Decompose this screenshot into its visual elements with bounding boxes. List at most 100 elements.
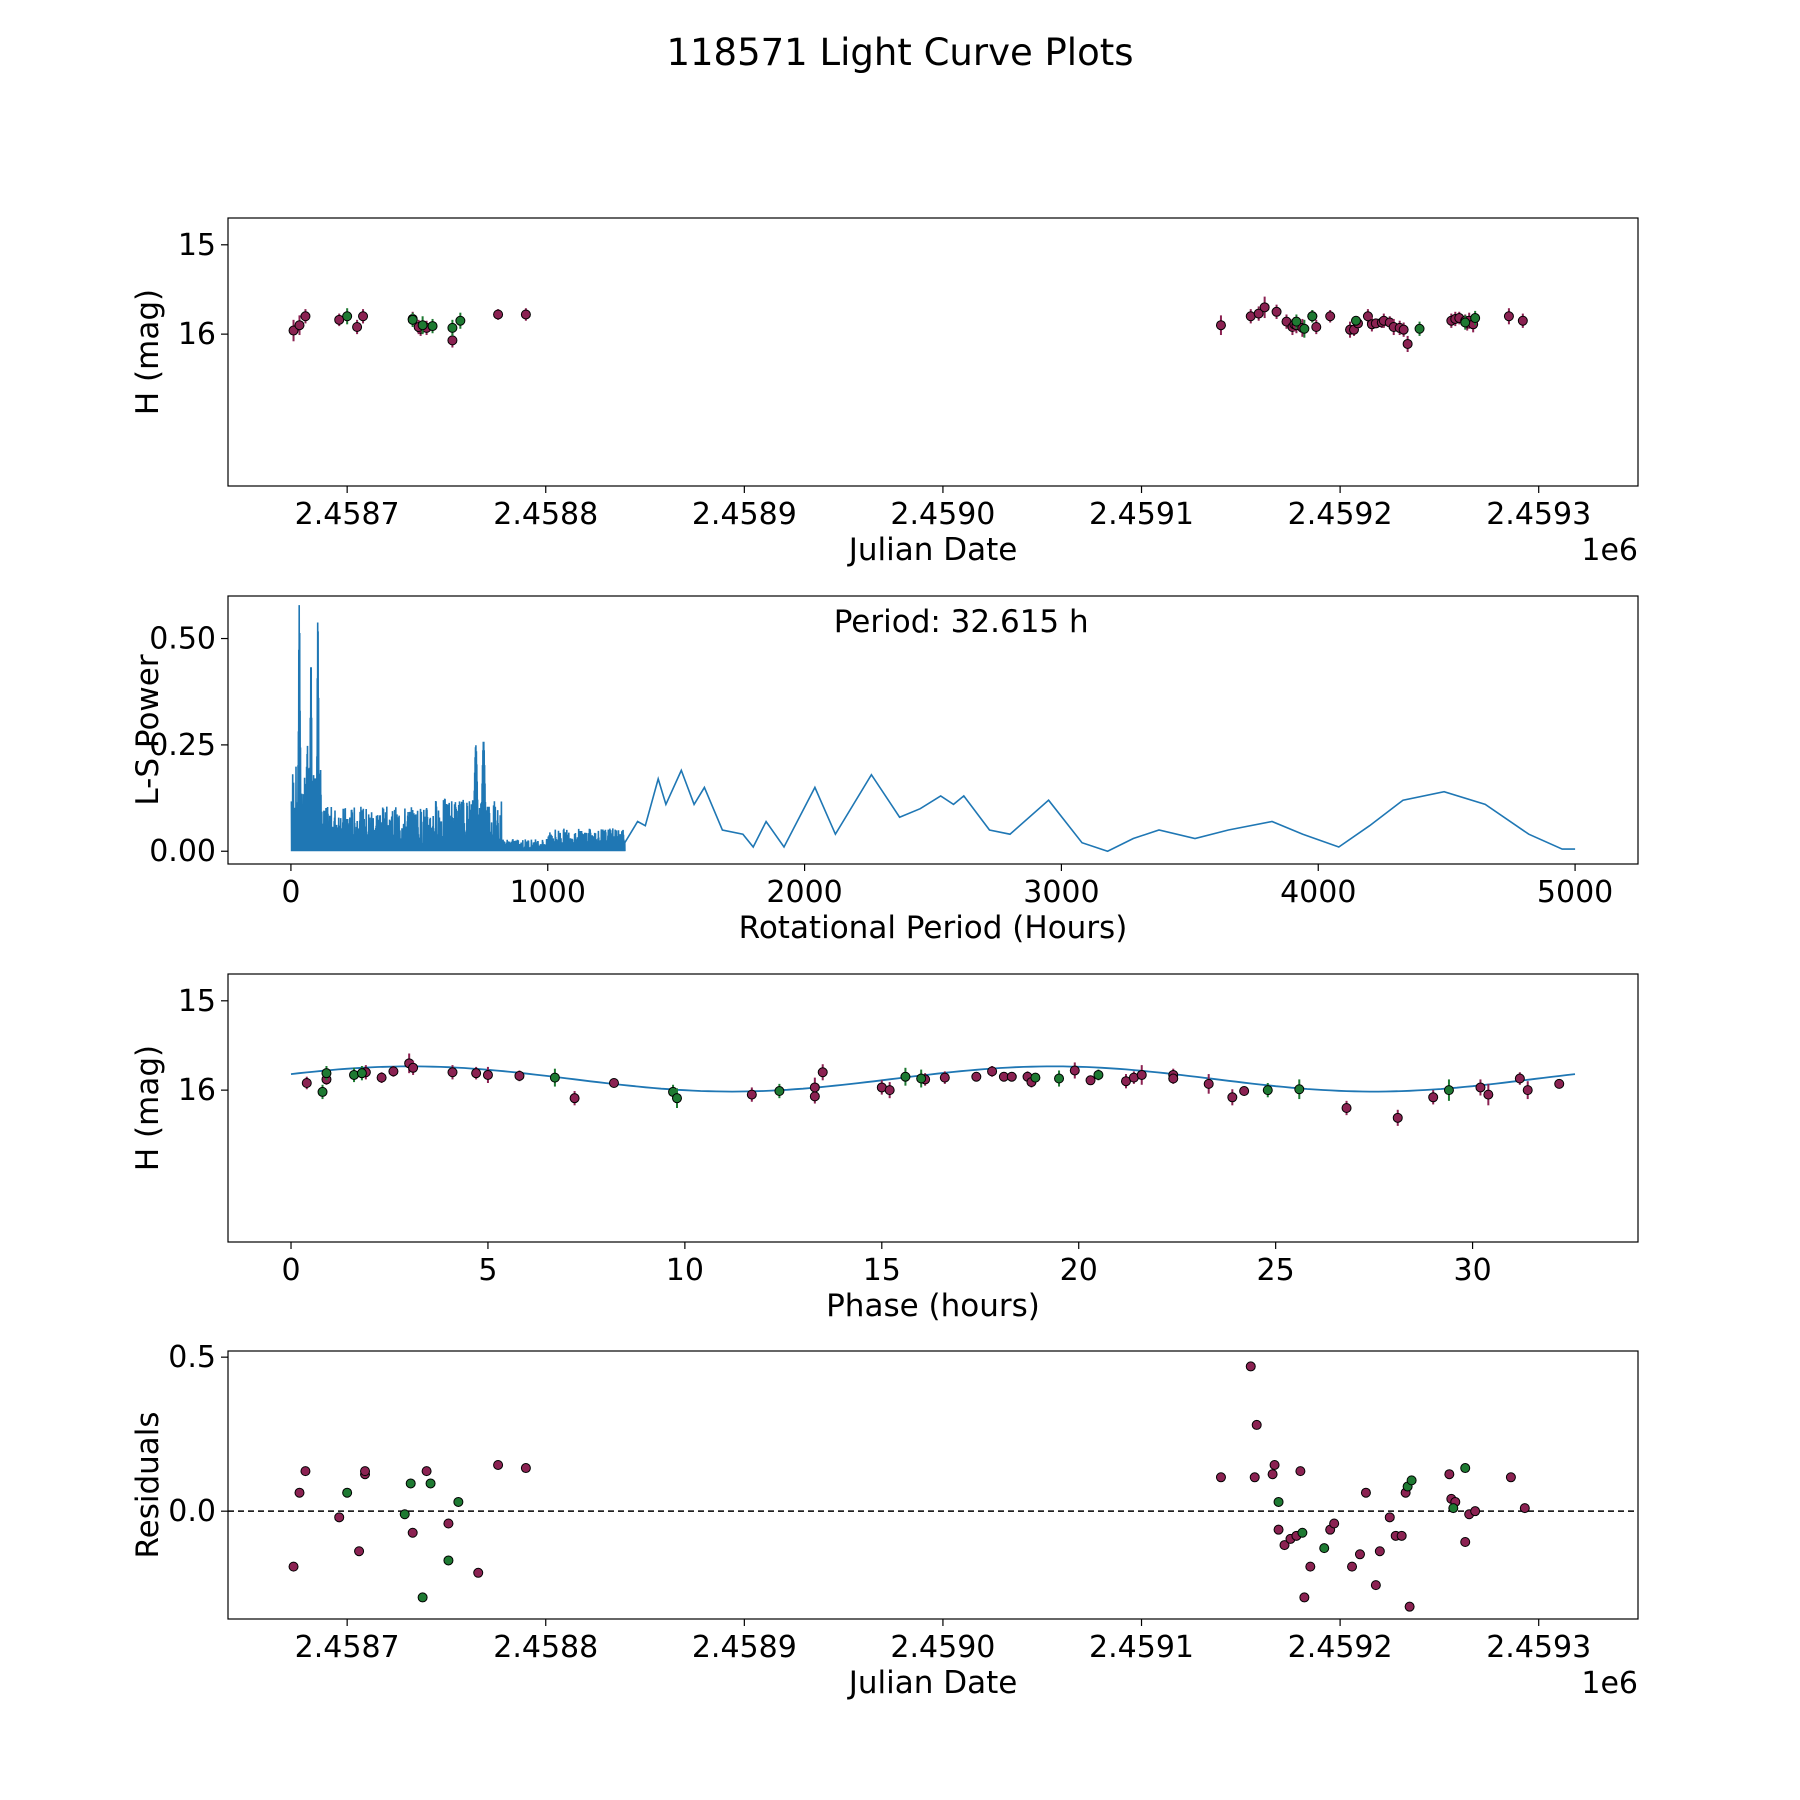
phased-point-green-9	[916, 1073, 927, 1084]
lightcurve-point-green-9	[1351, 315, 1361, 326]
residuals-point-magenta-20	[1279, 1540, 1290, 1551]
period-annotation: Period: 32.615 h	[834, 604, 1089, 640]
lightcurve-ytick-label-0: 15	[178, 228, 216, 263]
lightcurve-xtick-label-1: 2.4588	[493, 497, 598, 532]
fit-curve	[290, 1065, 1576, 1093]
phased-point-magenta-0	[301, 1077, 312, 1088]
phased-point-magenta-34	[1203, 1078, 1214, 1089]
residuals-point-magenta-18	[1269, 1459, 1280, 1470]
periodogram-plot-area	[290, 605, 1576, 853]
phased-ytick-label-1: 16	[178, 1073, 216, 1108]
phased-xtick-label-4: 20	[1060, 1253, 1098, 1288]
phased-point-green-6	[671, 1093, 682, 1104]
periodogram-xtick-label-2: 2000	[766, 875, 842, 910]
residuals-point-magenta-11	[493, 1459, 504, 1470]
phased-point-magenta-36	[1239, 1086, 1250, 1097]
lightcurve-point-magenta-4	[352, 321, 363, 332]
phased-point-magenta-24	[1006, 1071, 1017, 1082]
residuals-point-green-1	[399, 1509, 410, 1520]
phased-point-green-0	[317, 1086, 328, 1097]
lightcurve-plot-area	[288, 296, 1528, 352]
phased-point-magenta-9	[482, 1069, 493, 1080]
periodogram-xtick-label-0: 0	[281, 875, 300, 910]
residuals-point-green-13	[1460, 1463, 1471, 1474]
lightcurve-point-green-11	[1460, 317, 1471, 328]
phased-point-green-7	[774, 1086, 785, 1097]
residuals-point-magenta-17	[1267, 1469, 1278, 1480]
lightcurve-point-magenta-38	[1402, 338, 1413, 349]
lightcurve-xlabel: Julian Date	[847, 532, 1018, 568]
phased-point-green-14	[1294, 1084, 1305, 1095]
phased-point-magenta-21	[971, 1071, 982, 1082]
lightcurve-point-magenta-12	[520, 309, 531, 320]
residuals-point-magenta-38	[1444, 1469, 1455, 1480]
phased-xtick-label-2: 10	[666, 1253, 704, 1288]
lightcurve-point-magenta-29	[1362, 311, 1373, 322]
lightcurve-point-magenta-46	[1503, 311, 1514, 322]
residuals-point-magenta-9	[443, 1518, 454, 1529]
periodogram-ytick-label-0: 0.00	[149, 834, 216, 869]
residuals-xtick-label-2: 2.4589	[692, 1630, 797, 1665]
residuals-point-magenta-23	[1295, 1466, 1306, 1477]
lightcurve-point-magenta-17	[1271, 306, 1282, 317]
phased-point-green-3	[356, 1068, 367, 1079]
residuals-ytick-label-1: 0.0	[168, 1494, 216, 1529]
residuals-point-magenta-14	[1245, 1361, 1256, 1372]
residuals-point-green-3	[417, 1592, 428, 1603]
residuals-point-green-7	[1273, 1496, 1284, 1507]
phased-point-green-4	[549, 1072, 560, 1083]
lightcurve-point-green-3	[427, 321, 438, 332]
residuals-axes: 2.4587 2.4588 2.4589 2.4590 2.4591 2.4592 2.45…	[130, 1340, 1639, 1701]
residuals-point-magenta-3	[334, 1512, 345, 1523]
lightcurve-xtick-label-4: 2.4591	[1089, 497, 1194, 532]
phased-point-magenta-42	[1514, 1073, 1525, 1084]
residuals-point-magenta-29	[1354, 1549, 1365, 1560]
residuals-point-green-9	[1319, 1543, 1330, 1554]
periodogram-xtick-label-4: 4000	[1280, 875, 1356, 910]
lightcurve-xtick-label-3: 2.4590	[890, 497, 995, 532]
phased-point-magenta-43	[1522, 1085, 1533, 1096]
lightcurve-xtick-label-5: 2.4592	[1288, 497, 1393, 532]
phased-point-green-10	[1030, 1072, 1041, 1083]
phased-xtick-label-0: 0	[281, 1253, 300, 1288]
phased-point-magenta-4	[388, 1066, 399, 1077]
lightcurve-point-magenta-37	[1398, 324, 1409, 335]
residuals-point-magenta-19	[1273, 1524, 1284, 1535]
phased-xtick-label-3: 15	[863, 1253, 901, 1288]
lightcurve-point-green-10	[1414, 323, 1425, 334]
residuals-xtick-label-3: 2.4590	[890, 1630, 995, 1665]
residuals-point-green-0	[342, 1487, 353, 1498]
residuals-point-magenta-35	[1396, 1530, 1407, 1541]
phased-point-magenta-3	[376, 1072, 387, 1083]
lightcurve-point-magenta-25	[1325, 311, 1336, 322]
residuals-xtick-label-4: 2.4591	[1089, 1630, 1194, 1665]
phased-point-magenta-11	[569, 1093, 580, 1104]
lightcurve-point-green-4	[455, 315, 466, 326]
lightcurve-point-green-12	[1470, 313, 1481, 324]
lightcurve-point-green-6	[1291, 316, 1302, 327]
phased-ytick-label-0: 15	[178, 984, 216, 1019]
periodogram-xlabel: Rotational Period (Hours)	[739, 910, 1128, 946]
phased-point-magenta-22	[987, 1066, 998, 1077]
lightcurve-point-green-1	[407, 314, 418, 325]
residuals-point-magenta-37	[1404, 1601, 1415, 1612]
figure-title: 118571 Light Curve Plots	[666, 31, 1133, 74]
phased-point-magenta-38	[1392, 1112, 1403, 1123]
residuals-xtick-label-1: 2.4588	[493, 1630, 598, 1665]
lightcurve-ylabel: H (mag)	[130, 289, 166, 415]
residuals-point-magenta-13	[1215, 1472, 1226, 1483]
residuals-point-green-5	[443, 1555, 454, 1566]
phased-point-green-13	[1262, 1085, 1273, 1096]
phased-point-magenta-15	[809, 1091, 820, 1102]
residuals-point-magenta-7	[407, 1527, 418, 1538]
residuals-point-magenta-6	[360, 1466, 371, 1477]
phased-point-green-8	[900, 1071, 911, 1082]
periodogram-ylabel: L-S Power	[130, 654, 166, 805]
lightcurve-point-green-5	[447, 322, 458, 333]
residuals-point-green-11	[1406, 1475, 1417, 1486]
phased-point-magenta-10	[514, 1070, 525, 1081]
residuals-point-magenta-12	[520, 1463, 531, 1474]
lightcurve-point-magenta-11	[493, 309, 504, 320]
phased-point-magenta-12	[608, 1077, 619, 1088]
phased-point-magenta-39	[1428, 1092, 1439, 1103]
